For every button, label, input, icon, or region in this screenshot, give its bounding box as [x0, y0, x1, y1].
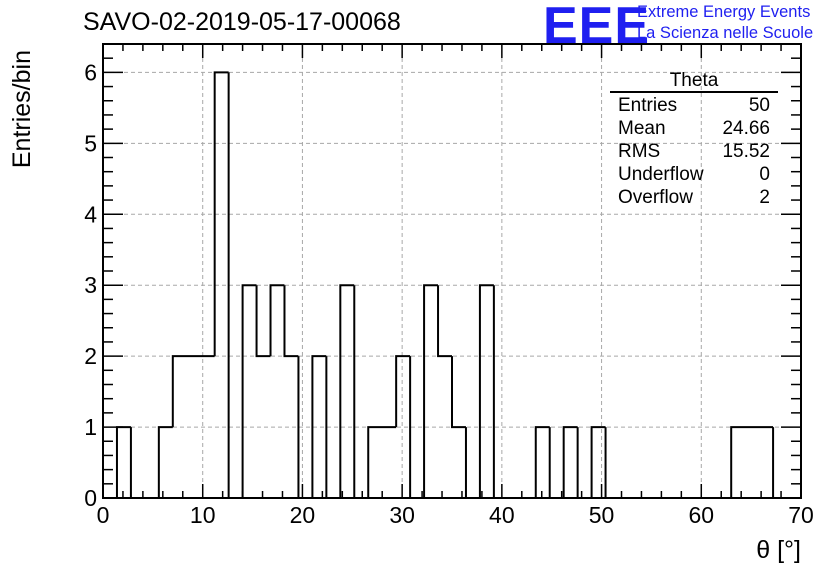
- histogram-bin: [367, 426, 397, 498]
- histogram-bin: [241, 284, 257, 498]
- histogram-bin: [548, 427, 564, 499]
- y-axis-label: Entries/bin: [8, 50, 36, 168]
- y-tick-label: 6: [84, 59, 97, 85]
- stats-label: Underflow: [618, 164, 704, 185]
- histogram-bin: [395, 355, 411, 428]
- stats-row-mean: Mean 24.66: [610, 117, 778, 140]
- histogram-bin: [730, 426, 774, 498]
- y-tick-label: 1: [84, 414, 97, 440]
- histogram-bin: [492, 285, 536, 499]
- histogram-bin: [423, 284, 439, 498]
- y-tick-label: 2: [84, 343, 97, 369]
- histogram-bin: [339, 284, 355, 498]
- y-tick-label: 4: [84, 201, 97, 227]
- x-tick-label: 60: [688, 502, 714, 528]
- y-tick-label: 5: [84, 130, 97, 156]
- stats-title: Theta: [610, 70, 778, 93]
- axis-ticks: [102, 43, 802, 499]
- x-axis-label: θ [°]: [756, 536, 801, 564]
- stats-box: Theta Entries 50 Mean 24.66 RMS 15.52 Un…: [610, 70, 778, 209]
- histogram-bin: [534, 426, 550, 498]
- histogram-bin: [129, 427, 159, 499]
- histogram-bin: [311, 355, 327, 498]
- stats-label: Mean: [618, 118, 666, 139]
- histogram-bin: [604, 427, 732, 499]
- x-tick-label: 0: [97, 502, 110, 528]
- histogram-bin: [255, 285, 271, 358]
- histogram-bin: [171, 355, 215, 428]
- y-tick-label: 3: [84, 272, 97, 298]
- stats-value: 2: [759, 187, 770, 208]
- run-title: SAVO-02-2019-05-17-00068: [83, 8, 401, 36]
- histogram-bin: [437, 285, 452, 358]
- histogram-bin: [464, 427, 480, 499]
- histogram-bin: [562, 426, 578, 498]
- logo-caption-line1: Extreme Energy Events: [637, 3, 811, 21]
- stats-row-rms: RMS 15.52: [610, 140, 778, 163]
- stats-value: 24.66: [722, 118, 770, 139]
- plot-frame: [102, 43, 802, 499]
- histogram-bin: [353, 285, 369, 499]
- histogram-bin: [115, 426, 131, 498]
- histogram-bin: [283, 285, 299, 358]
- histogram-bin: [451, 356, 466, 429]
- stats-value: 0: [759, 164, 770, 185]
- logo-caption-line2: La Scienza nelle Scuole: [637, 24, 814, 42]
- eee-logo: EEE: [543, 0, 651, 55]
- stats-row-entries: Entries 50: [610, 94, 778, 117]
- stats-row-underflow: Underflow 0: [610, 163, 778, 186]
- histogram-bin: [478, 284, 494, 498]
- x-tick-label: 30: [389, 502, 415, 528]
- histogram-bin: [157, 426, 173, 498]
- x-tick-label: 10: [190, 502, 216, 528]
- x-tick-label: 70: [788, 502, 814, 528]
- grid-lines: [103, 44, 801, 498]
- histogram-bin: [269, 284, 285, 357]
- stats-row-overflow: Overflow 2: [610, 186, 778, 209]
- stats-label: Entries: [618, 95, 678, 116]
- x-tick-label: 40: [489, 502, 515, 528]
- stats-label: Overflow: [618, 187, 693, 208]
- histogram-bin: [213, 71, 229, 357]
- stats-value: 50: [748, 95, 770, 116]
- stats-value: 15.52: [722, 141, 770, 162]
- stats-label: RMS: [618, 141, 661, 162]
- histogram-bin: [576, 427, 592, 499]
- y-tick-label: 0: [84, 485, 97, 511]
- x-tick-label: 50: [589, 502, 615, 528]
- histogram-bin: [590, 426, 606, 498]
- x-tick-label: 20: [290, 502, 316, 528]
